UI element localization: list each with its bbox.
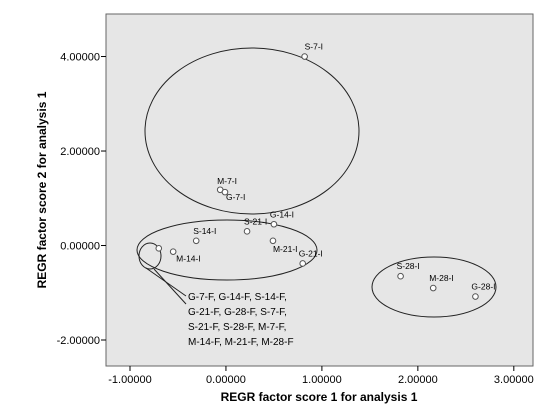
data-points xyxy=(155,53,479,300)
y-tick-label: -2.00000 xyxy=(57,335,100,347)
point-label: G-14-I xyxy=(270,209,294,219)
x-tick-label: 2.00000 xyxy=(398,374,438,386)
cluster-ellipse-7-day xyxy=(144,47,360,215)
leader-line-right xyxy=(153,268,187,305)
data-point xyxy=(155,245,163,252)
cluster-ellipse-middle xyxy=(136,219,318,281)
x-tick-label: 3.00000 xyxy=(494,374,534,386)
axis-tick-labels: -1.00000 0.00000 1.00000 2.00000 3.00000 4.00… xyxy=(57,52,534,386)
unlabeled-points-annotation: G-7-F, G-14-F, S-14-F, G-21-F, G-28-F, S-… xyxy=(188,292,294,348)
annotation-line: S-21-F, S-28-F, M-7-F, xyxy=(188,322,286,333)
data-point xyxy=(301,53,308,60)
cluster-ellipses xyxy=(136,47,497,318)
data-point xyxy=(270,220,278,228)
x-tick-label: 0.00000 xyxy=(206,374,246,386)
point-label: S-21-I xyxy=(244,216,267,226)
y-tick-label: 0.00000 xyxy=(60,241,100,253)
point-label: S-7-I xyxy=(305,42,323,52)
annotation-line: G-21-F, G-28-F, S-7-F, xyxy=(188,307,287,318)
x-axis-label: REGR factor score 1 for analysis 1 xyxy=(221,390,418,404)
data-point xyxy=(221,188,229,196)
point-label: S-14-I xyxy=(193,226,216,236)
data-point xyxy=(192,237,200,245)
point-label: G-21-I xyxy=(299,248,323,258)
point-label: G-28-I xyxy=(471,282,495,292)
point-label: M-21-I xyxy=(273,244,298,254)
point-label: G-7-I xyxy=(226,192,245,202)
data-point xyxy=(269,237,277,245)
point-label: M-7-I xyxy=(217,176,237,186)
y-tick-label: 4.00000 xyxy=(60,52,100,64)
data-point xyxy=(397,272,404,280)
data-point xyxy=(472,293,479,300)
x-tick-label: 1.00000 xyxy=(302,374,342,386)
point-label: M-28-I xyxy=(429,273,454,283)
x-tick-label: -1.00000 xyxy=(108,374,151,386)
annotation-line: M-14-F, M-21-F, M-28-F xyxy=(188,337,294,348)
point-label: M-14-I xyxy=(176,254,201,264)
y-tick-label: 2.00000 xyxy=(60,146,100,158)
annotation-line: G-7-F, G-14-F, S-14-F, xyxy=(188,292,287,303)
cluster-ellipse-28-day xyxy=(371,256,497,318)
data-point xyxy=(429,284,437,292)
y-axis-label: REGR factor score 2 for analysis 1 xyxy=(35,91,49,288)
data-point xyxy=(243,228,251,235)
axis-ticks xyxy=(101,56,515,371)
point-labels: S-7-IM-7-IG-7-IG-14-IS-21-IS-14-IM-21-I G… xyxy=(176,42,495,292)
annotation-leader-lines xyxy=(145,267,187,305)
point-label: S-28-I xyxy=(397,261,420,271)
cluster-ellipse-small xyxy=(138,242,162,270)
data-point xyxy=(299,260,307,267)
data-point xyxy=(169,248,177,255)
